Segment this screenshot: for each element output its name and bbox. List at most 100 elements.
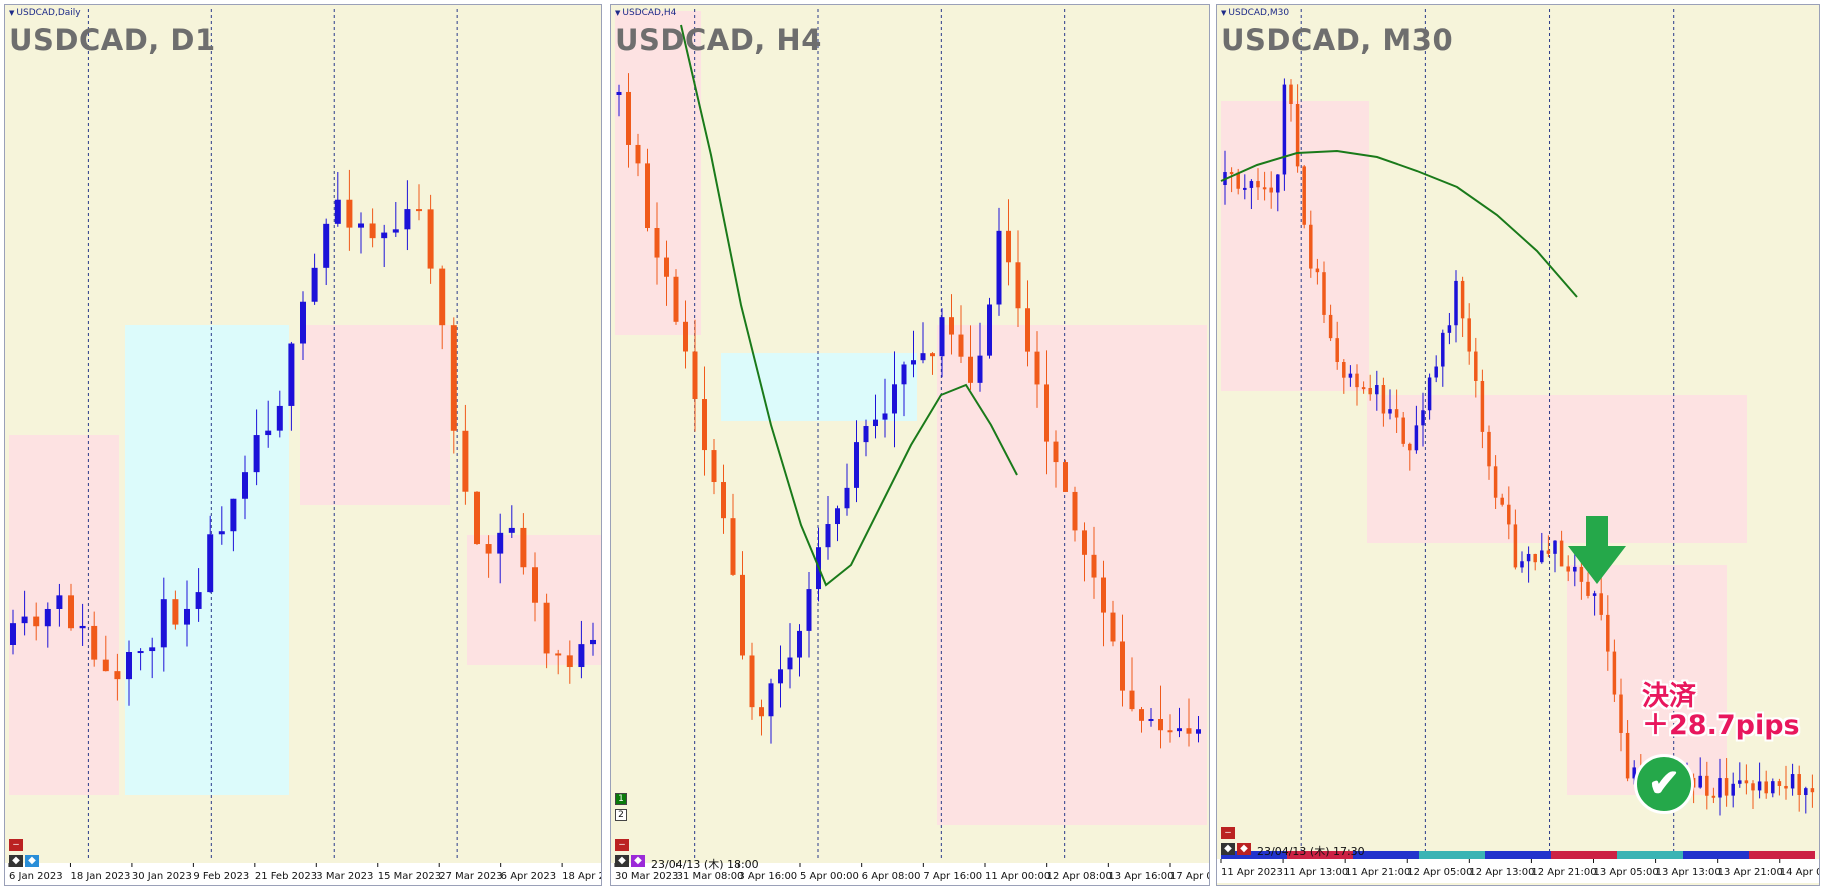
candle-body xyxy=(1513,524,1518,568)
chart-control-icon[interactable]: ◆ xyxy=(615,855,629,867)
chart-control-icon[interactable]: ◆ xyxy=(1237,843,1251,855)
candle-body xyxy=(1196,729,1201,734)
indicator-strip xyxy=(1617,851,1683,859)
candle-body xyxy=(1269,187,1273,193)
candle-body xyxy=(1388,409,1392,414)
chart-title: USDCAD, H4 xyxy=(615,23,822,57)
chart-control-icon[interactable]: ◆ xyxy=(631,855,645,867)
candle-body xyxy=(1520,561,1524,568)
time-axis xyxy=(611,863,1209,885)
candle-body xyxy=(825,524,831,548)
candle-body xyxy=(996,230,1002,305)
candle-body xyxy=(126,652,132,680)
time-axis-label: 27 Mar 2023 xyxy=(439,871,502,882)
candle-body xyxy=(1414,425,1419,451)
candle-body xyxy=(892,384,897,414)
candle-body xyxy=(21,616,28,624)
time-axis-label: 15 Mar 2023 xyxy=(378,871,441,882)
box-label-1[interactable]: 1 xyxy=(615,793,627,805)
settlement-label: 決済 xyxy=(1642,681,1696,712)
time-axis-label: 13 Apr 05:00 xyxy=(1594,867,1659,878)
candle-body xyxy=(1804,788,1808,796)
chart-control-icon[interactable]: – xyxy=(1221,827,1235,839)
candle-body xyxy=(1612,651,1617,695)
time-axis-label: 17 Apr 00:00 xyxy=(1170,871,1210,882)
chart-panel-h4[interactable]: 30 Mar 2023 31 Mar 08:00 3 Apr 16:00 5 Apr … xyxy=(610,4,1210,886)
candle-body xyxy=(740,574,745,656)
chart-control-icon[interactable]: ◆ xyxy=(1221,843,1235,855)
chart-control-icon[interactable]: ◆ xyxy=(9,855,23,867)
candle-body xyxy=(1348,373,1353,378)
candle-body xyxy=(920,353,926,361)
candle-body xyxy=(1072,491,1078,531)
candle-body xyxy=(806,589,812,631)
candle-body xyxy=(590,639,596,645)
candle-body xyxy=(673,276,679,322)
candle-body xyxy=(1467,318,1471,352)
candle-body xyxy=(1705,775,1709,796)
chart-panel-d1[interactable]: 6 Jan 2023 18 Jan 2023 30 Jan 2023 9 Feb 20… xyxy=(4,4,602,886)
candle-body xyxy=(265,430,272,436)
candle-body xyxy=(749,655,755,708)
range-box xyxy=(9,435,119,795)
time-axis-label: 5 Apr 00:00 xyxy=(800,871,859,882)
indicator-strip xyxy=(1551,851,1617,859)
candle-body xyxy=(1546,550,1551,554)
candle-body xyxy=(778,669,783,684)
chart-menu-triangle-icon[interactable]: ▼ xyxy=(615,9,621,17)
time-axis-label: 12 Apr 21:00 xyxy=(1531,867,1596,878)
time-axis-label: 18 Jan 2023 xyxy=(70,871,130,882)
candle-body xyxy=(1738,780,1742,784)
chart-control-icon[interactable]: ◆ xyxy=(25,855,39,867)
candle-body xyxy=(664,257,669,277)
candle-body xyxy=(1167,730,1173,733)
candle-body xyxy=(1229,172,1234,175)
chart-panel-m30[interactable]: 11 Apr 2023 11 Apr 13:00 11 Apr 21:00 12 Ap… xyxy=(1216,4,1820,886)
candle-body xyxy=(300,301,306,344)
range-box xyxy=(721,353,917,421)
chart-control-icon[interactable]: – xyxy=(615,839,629,851)
candle-body xyxy=(1540,550,1544,563)
candle-body xyxy=(485,544,492,554)
candle-body xyxy=(334,199,341,224)
chart-title: USDCAD, D1 xyxy=(9,23,216,57)
candle-body xyxy=(1148,719,1154,721)
candle-body xyxy=(1025,308,1030,352)
candle-body xyxy=(1784,785,1788,789)
candle-body xyxy=(1427,377,1432,411)
candle-body xyxy=(683,321,688,352)
candle-body xyxy=(1262,187,1267,190)
candle-body xyxy=(1129,690,1135,710)
box-label-2[interactable]: 2 xyxy=(615,809,627,821)
candle-body xyxy=(844,487,850,509)
candle-body xyxy=(968,356,973,383)
candle-body xyxy=(1718,778,1722,798)
candle-body xyxy=(566,655,573,668)
candle-body xyxy=(1315,268,1320,273)
candle-body xyxy=(1342,362,1346,378)
chart-menu-triangle-icon[interactable]: ▼ xyxy=(9,9,15,17)
candle-body xyxy=(1698,775,1702,788)
time-axis-label: 12 Apr 05:00 xyxy=(1407,867,1472,878)
candle-body xyxy=(1566,566,1570,572)
candle-body xyxy=(901,364,907,385)
candle-body xyxy=(1421,410,1425,426)
candle-body xyxy=(1243,187,1247,190)
candle-body xyxy=(1276,174,1280,193)
range-box xyxy=(937,325,1207,825)
chart-menu-triangle-icon[interactable]: ▼ xyxy=(1221,9,1227,17)
chart-control-icon[interactable]: – xyxy=(9,839,23,851)
candle-body xyxy=(1487,431,1491,467)
candle-body xyxy=(1493,466,1498,498)
candle-body xyxy=(1249,181,1254,188)
indicator-strip xyxy=(1683,851,1749,859)
down-arrow-icon xyxy=(1568,516,1626,584)
candle-body xyxy=(1295,104,1300,167)
candle-body xyxy=(1579,566,1584,582)
candle-body xyxy=(626,91,631,145)
candle-body xyxy=(768,683,774,717)
candle-body xyxy=(91,625,98,660)
timestamp: 23/04/13 (木) 18:00 xyxy=(651,858,759,871)
candle-body xyxy=(1381,385,1386,414)
candle-body xyxy=(404,209,411,230)
